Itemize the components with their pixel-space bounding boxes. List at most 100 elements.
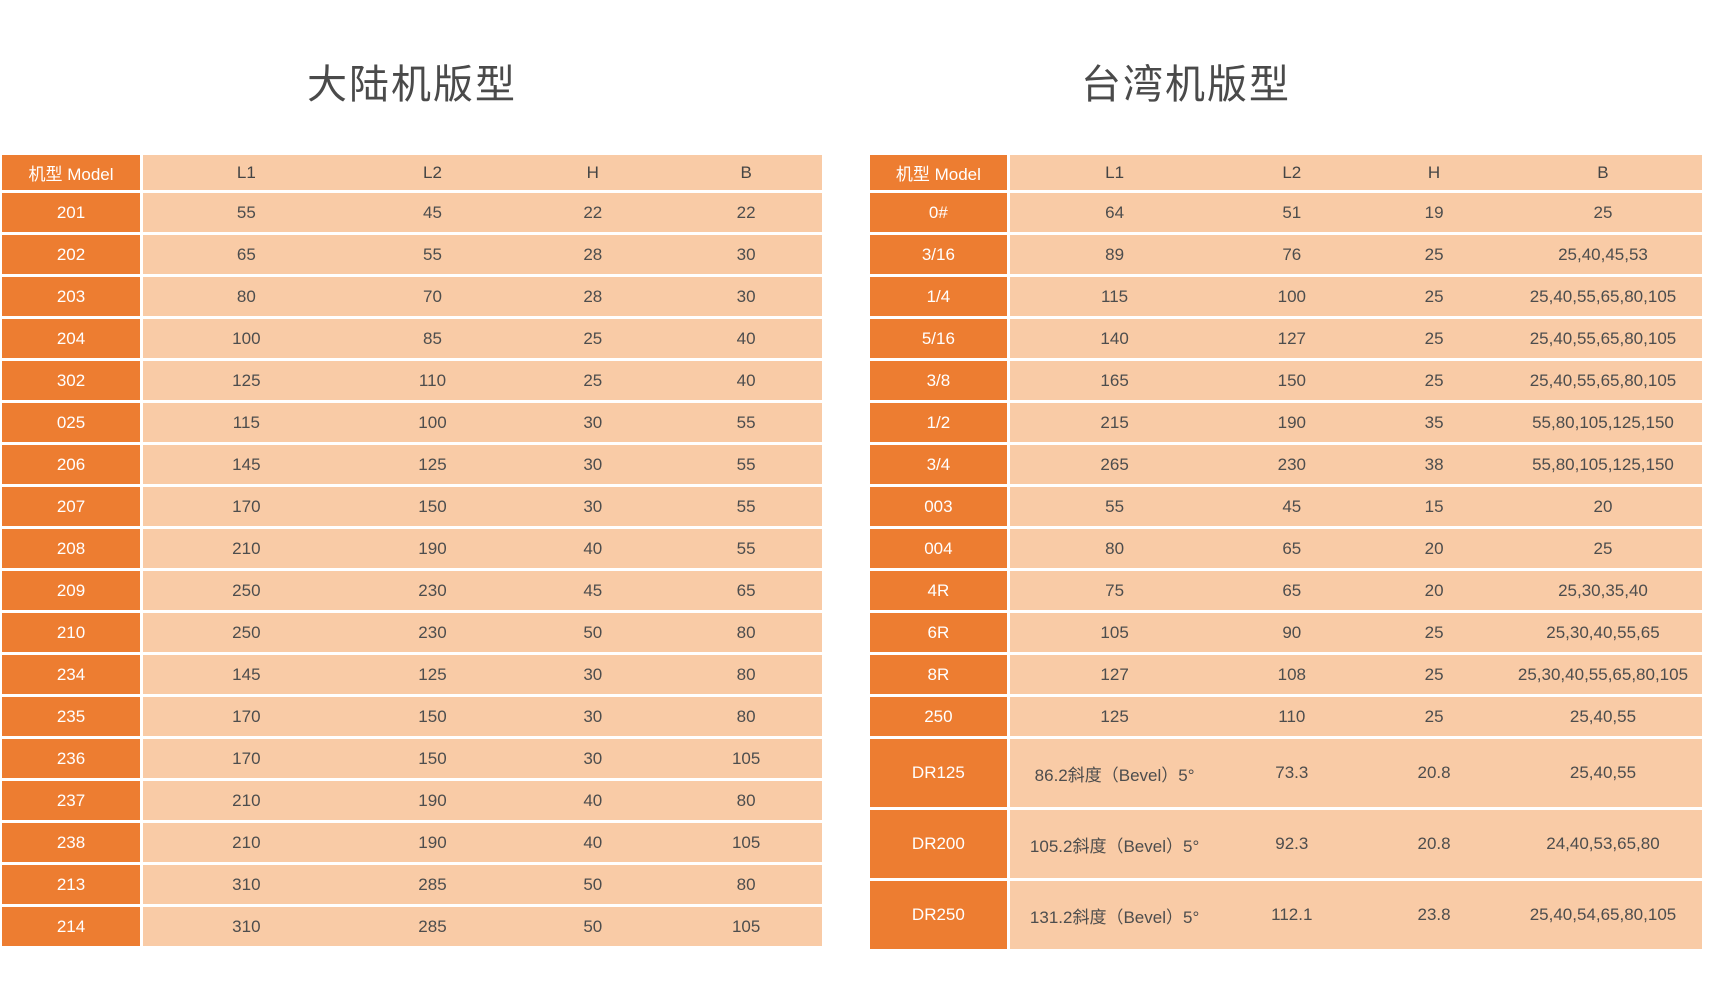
table-row: 004 80 65 20 25 [870,529,1702,568]
table-row: 8R 127 108 25 25,30,40,55,65,80,105 [870,655,1702,694]
data-cell: 28 [515,277,671,316]
model-cell: 004 [870,529,1010,568]
table-row: 237 210 190 40 80 [2,781,822,820]
data-cell: 150 [1219,361,1365,400]
table-row: 5/16 140 127 25 25,40,55,65,80,105 [870,319,1702,358]
data-cell: 89 [1009,235,1220,274]
spec-tables-container: 大陆机版型 机型 Model L1 L2 H B 201 55 45 22 22 202 65 55 2… [2,55,1702,952]
data-cell: 230 [349,613,516,652]
model-cell: 302 [2,361,144,400]
table-row: 236 170 150 30 105 [2,739,822,778]
data-cell: 80 [670,613,822,652]
data-cell: 80 [670,865,822,904]
model-cell: 201 [2,193,144,232]
model-cell: 238 [2,823,144,862]
taiwan-spec-table: 机型 Model L1 L2 H B 0# 64 51 19 25 3/16 89 76 25 25,40… [870,152,1702,952]
model-cell: 213 [2,865,144,904]
model-cell: 1/2 [870,403,1010,442]
data-cell: 45 [1219,487,1365,526]
data-cell: 127 [1219,319,1365,358]
data-cell: 25 [1364,613,1504,652]
data-cell: 55 [349,235,516,274]
data-cell: 65 [143,235,350,274]
data-cell: 25 [1364,319,1504,358]
data-cell: 80 [670,655,822,694]
table-row: 302 125 110 25 40 [2,361,822,400]
data-cell: 25 [515,361,671,400]
data-cell: 115 [1009,277,1220,316]
model-cell: DR250 [870,881,1010,949]
data-cell: 50 [515,865,671,904]
data-cell: 65 [1219,571,1365,610]
mainland-table-header: 机型 Model L1 L2 H B [2,155,822,190]
data-cell: 25,40,55 [1503,739,1702,807]
model-cell: 235 [2,697,144,736]
data-cell: 85 [349,319,516,358]
data-cell: 90 [1219,613,1365,652]
data-cell: 55 [670,403,822,442]
data-cell: 230 [349,571,516,610]
data-cell: 55,80,105,125,150 [1503,403,1702,442]
table-row: 4R 75 65 20 25,30,35,40 [870,571,1702,610]
data-cell: 265 [1009,445,1220,484]
model-column-header: 机型 Model [870,155,1010,190]
data-cell: 40 [670,361,822,400]
column-header: B [1503,155,1702,190]
column-header: L2 [349,155,516,190]
data-cell: 250 [143,613,350,652]
model-cell: 0# [870,193,1010,232]
data-cell: 55 [143,193,350,232]
data-cell: 110 [349,361,516,400]
model-cell: DR200 [870,810,1010,878]
data-cell: 40 [515,823,671,862]
table-row: 201 55 45 22 22 [2,193,822,232]
data-cell: 105 [670,823,822,862]
table-row: 238 210 190 40 105 [2,823,822,862]
data-cell: 55 [670,487,822,526]
data-cell: 35 [1364,403,1504,442]
column-header: H [515,155,671,190]
model-cell: 1/4 [870,277,1010,316]
data-cell: 25,40,55,65,80,105 [1503,319,1702,358]
data-cell: 30 [515,739,671,778]
mainland-spec-table: 机型 Model L1 L2 H B 201 55 45 22 22 202 65 55 28 30 203… [2,152,822,949]
data-cell: 64 [1009,193,1220,232]
column-header: L2 [1219,155,1365,190]
column-header: B [670,155,822,190]
table-row: 204 100 85 25 40 [2,319,822,358]
data-cell: 40 [515,529,671,568]
data-cell: 310 [143,865,350,904]
data-cell: 80 [1009,529,1220,568]
data-cell: 70 [349,277,516,316]
data-cell: 80 [670,781,822,820]
data-cell: 76 [1219,235,1365,274]
data-cell: 30 [515,403,671,442]
model-cell: 234 [2,655,144,694]
data-cell: 210 [143,781,350,820]
data-cell: 25,30,35,40 [1503,571,1702,610]
data-cell: 45 [515,571,671,610]
mainland-table-body: 201 55 45 22 22 202 65 55 28 30 203 80 70 28 30 204 100 8… [2,193,822,946]
model-cell: 206 [2,445,144,484]
data-cell: 170 [143,487,350,526]
data-cell: 20 [1503,487,1702,526]
data-cell: 25 [1364,361,1504,400]
model-column-header: 机型 Model [2,155,144,190]
data-cell: 115 [143,403,350,442]
model-cell: 6R [870,613,1010,652]
data-cell: 125 [1009,697,1220,736]
data-cell: 110 [1219,697,1365,736]
taiwan-panel: 台湾机版型 机型 Model L1 L2 H B 0# 64 51 19 25 3/16 89 76 2… [870,55,1702,952]
data-cell: 150 [349,739,516,778]
data-cell: 30 [515,445,671,484]
data-cell: 105 [670,907,822,946]
taiwan-table-header: 机型 Model L1 L2 H B [870,155,1702,190]
data-cell: 210 [143,529,350,568]
data-cell: 55,80,105,125,150 [1503,445,1702,484]
table-row: 208 210 190 40 55 [2,529,822,568]
table-row: 1/4 115 100 25 25,40,55,65,80,105 [870,277,1702,316]
data-cell: 80 [670,697,822,736]
model-cell: 210 [2,613,144,652]
data-cell: 23.8 [1364,881,1504,949]
table-row: 6R 105 90 25 25,30,40,55,65 [870,613,1702,652]
